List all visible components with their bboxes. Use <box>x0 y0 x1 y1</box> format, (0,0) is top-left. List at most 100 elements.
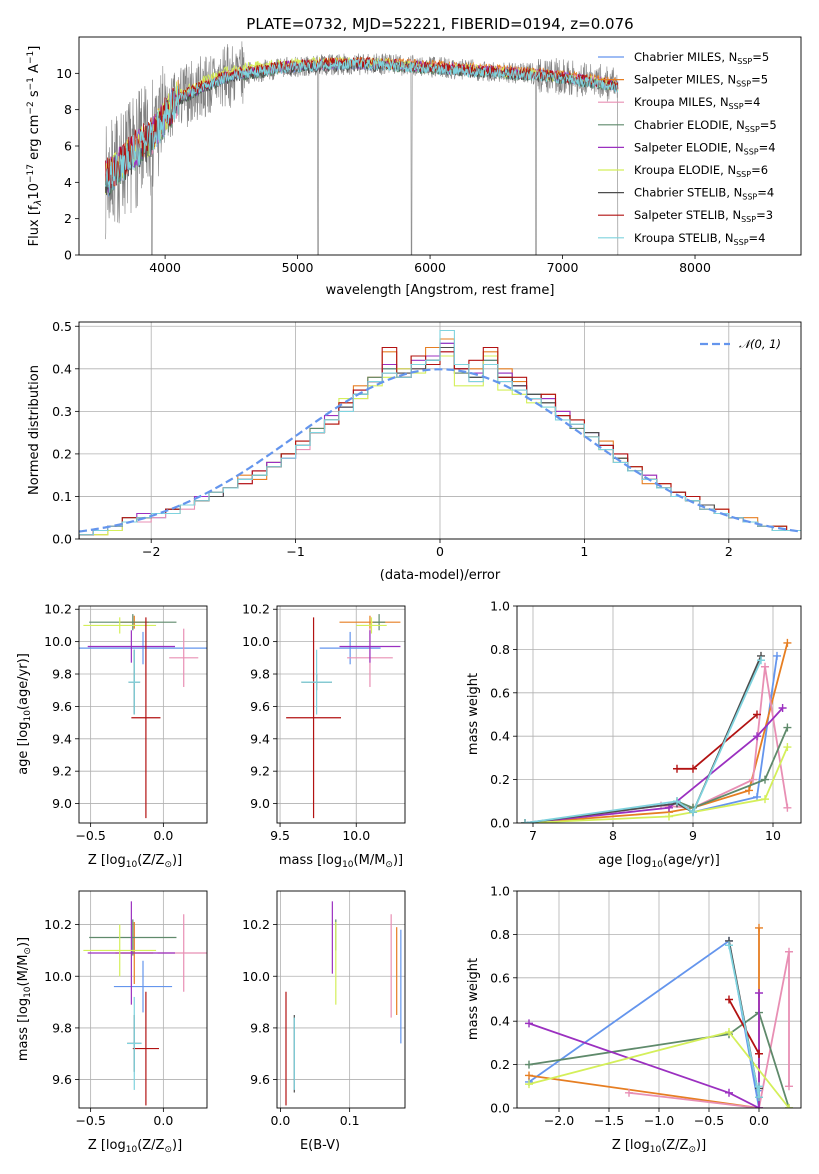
y-tick-label: 0.8 <box>490 927 510 942</box>
y-tick-label: 10.2 <box>44 602 72 617</box>
y-tick-label: 10 <box>56 66 72 81</box>
legend-label: Salpeter ELODIE, NSSP=4 <box>634 140 776 156</box>
plus-marker <box>753 710 761 719</box>
plot-frame <box>78 890 208 1109</box>
x-tick-label: 0.0 <box>271 1113 291 1128</box>
x-tick-label: 0.1 <box>340 1113 360 1128</box>
errorbar-point-kroupa-elodie <box>83 617 157 634</box>
x-tick-label: 10.0 <box>342 828 370 843</box>
mass-weight-vs-z-panel: Z [log10(Z/Z⊙)] mass weight −2.0 −1.5 −1.0… <box>466 884 802 1155</box>
plus-marker <box>755 1082 763 1091</box>
plot-frame <box>516 890 802 1109</box>
plot-frame <box>78 321 802 540</box>
mass-vs-z-errorbars <box>83 901 207 1106</box>
legend-label: Salpeter STELIB, NSSP=3 <box>634 208 773 224</box>
y-tick-label: 9.0 <box>250 796 270 811</box>
errorbar-point-chabrier-elodie <box>89 614 177 631</box>
series-line <box>528 927 760 1108</box>
y-tick-label: 9.6 <box>52 699 72 714</box>
legend-label: Chabrier ELODIE, NSSP=5 <box>634 118 777 134</box>
normal-reference-curve <box>79 368 801 533</box>
y-tick-label: 0.6 <box>490 970 510 985</box>
plus-marker <box>673 764 681 773</box>
figure-title: PLATE=0732, MJD=52221, FIBERID=0194, z=0… <box>246 15 633 33</box>
y-tick-label: 9.6 <box>52 1072 72 1087</box>
y-tick-label: 9.6 <box>250 699 270 714</box>
plus-marker <box>783 743 792 752</box>
y-tick-label: 10.0 <box>242 634 270 649</box>
x-tick-label: −2.0 <box>544 1113 574 1128</box>
y-tick-label: 0.4 <box>490 729 510 744</box>
y-tick-label: 9.4 <box>52 731 72 746</box>
y-tick-label: 10.2 <box>242 602 270 617</box>
plus-marker <box>755 1049 763 1058</box>
y-tick-label: 8 <box>64 102 72 117</box>
histogram-ylabel: Normed distribution <box>27 365 42 495</box>
plus-marker <box>753 792 761 801</box>
x-tick-label: 9 <box>689 828 697 843</box>
age-vs-mass-errorbars <box>286 614 401 819</box>
plus-marker <box>725 941 733 950</box>
legend-label: 𝒩(0, 1) <box>739 337 781 351</box>
y-tick-label: 6 <box>64 139 72 154</box>
plot-frame <box>516 605 802 824</box>
x-tick-label: 4000 <box>149 260 181 275</box>
plus-marker <box>749 775 757 784</box>
y-tick-label: 9.0 <box>52 796 72 811</box>
mass-vs-z-xlabel: Z [log10(Z/Z⊙)] <box>88 1138 182 1155</box>
y-tick-label: 9.4 <box>250 731 270 746</box>
histogram-steps <box>79 329 801 539</box>
y-tick-label: 0.3 <box>52 404 72 419</box>
plus-marker <box>783 803 792 812</box>
x-tick-label: −1.5 <box>594 1113 624 1128</box>
mass-weight-vs-age-panel: age [log10(age/yr)] mass weight 7 8 9 10 0.0… <box>466 599 802 870</box>
series-kroupa-stelib <box>521 656 765 823</box>
histogram-xlabel: (data-model)/error <box>380 568 501 583</box>
residual-histogram-panel: (data-model)/error Normed distribution −… <box>27 319 802 583</box>
legend-label: Chabrier MILES, NSSP=5 <box>634 50 769 66</box>
errorbar-point-kroupa-miles <box>169 628 199 687</box>
x-tick-label: 0.0 <box>153 1113 173 1128</box>
y-tick-label: 0.8 <box>490 642 510 657</box>
y-tick-label: 0.1 <box>52 489 72 504</box>
plus-marker <box>745 786 753 795</box>
y-tick-label: 10.0 <box>242 969 270 984</box>
x-tick-label: 2 <box>725 544 733 559</box>
plus-marker <box>755 923 763 932</box>
errorbar-point-salpeter-stelib <box>132 991 159 1106</box>
legend-label: Kroupa ELODIE, NSSP=6 <box>634 163 768 179</box>
y-tick-label: 0.2 <box>490 772 510 787</box>
x-tick-label: 7 <box>529 828 537 843</box>
y-tick-label: 9.2 <box>52 764 72 779</box>
x-tick-label: −0.5 <box>694 1113 724 1128</box>
plus-marker <box>755 1104 763 1108</box>
histogram-kroupa-stelib <box>79 329 801 539</box>
mass-weight-vs-age-ylabel: mass weight <box>466 673 481 755</box>
errorbar-point-salpeter-elodie <box>339 630 401 663</box>
plus-marker <box>689 764 697 773</box>
legend-label: Kroupa STELIB, NSSP=4 <box>634 231 765 247</box>
errorbar-point-kroupa-elodie <box>356 617 387 634</box>
plus-marker <box>757 656 765 665</box>
series-line <box>728 999 760 1055</box>
plus-marker <box>783 723 792 732</box>
errorbar-point-kroupa-elodie <box>83 924 157 977</box>
plus-marker <box>753 732 761 741</box>
x-tick-label: 5000 <box>282 260 314 275</box>
plot-frame <box>276 890 406 1109</box>
age-vs-z-xlabel: Z [log10(Z/Z⊙)] <box>88 853 182 870</box>
errorbar-point-salpeter-stelib <box>286 617 341 819</box>
y-tick-label: 10.0 <box>44 969 72 984</box>
mass-vs-z-panel: Z [log10(Z/Z⊙)] mass [log10(M/M⊙)] −0.5 0… <box>16 890 208 1155</box>
series-line <box>524 659 762 823</box>
spectrum-panel: PLATE=0732, MJD=52221, FIBERID=0194, z=0… <box>26 15 802 298</box>
x-tick-label: 1 <box>580 544 588 559</box>
y-tick-label: 10.0 <box>44 634 72 649</box>
errorbar-point-chabrier-elodie <box>373 614 386 631</box>
plus-marker <box>785 947 793 956</box>
plus-marker <box>525 1060 533 1069</box>
series-kroupa-stelib <box>725 941 763 1102</box>
y-tick-label: 1.0 <box>490 599 510 614</box>
x-tick-label: 8 <box>609 828 617 843</box>
